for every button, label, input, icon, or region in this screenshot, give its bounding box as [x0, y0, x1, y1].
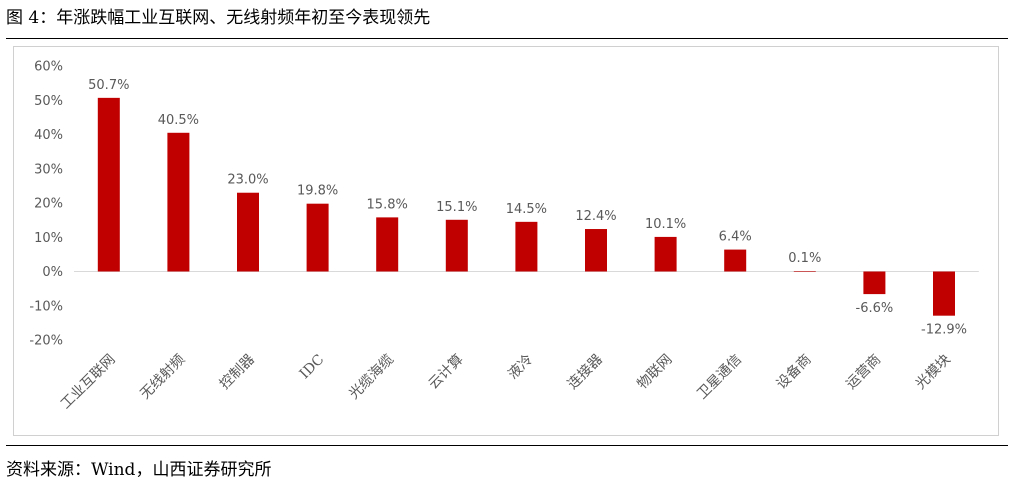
value-label: 40.5% — [158, 113, 199, 128]
bar-12 — [933, 271, 955, 316]
value-label: 10.1% — [645, 217, 686, 232]
y-tick-label: -20% — [29, 334, 63, 349]
value-label: 12.4% — [575, 209, 616, 224]
y-tick-label: 20% — [34, 197, 63, 212]
y-tick-label: 60% — [34, 60, 63, 75]
value-label: -12.9% — [921, 323, 967, 338]
bar-8 — [654, 236, 677, 272]
top-rule — [6, 38, 1008, 39]
category-label: 卫星通信 — [694, 352, 745, 403]
y-tick-label: 10% — [34, 231, 63, 246]
value-label: 15.1% — [436, 200, 477, 215]
bar-2 — [237, 192, 259, 272]
category-label: 光模块 — [913, 352, 954, 393]
value-label: 50.7% — [88, 78, 129, 93]
value-label: 15.8% — [367, 197, 408, 212]
category-label: 设备商 — [773, 351, 815, 393]
chart-frame — [13, 46, 999, 436]
bar-3 — [306, 203, 329, 272]
bottom-rule — [6, 445, 1008, 446]
value-label: 19.8% — [297, 184, 338, 199]
bar-9 — [724, 249, 747, 272]
category-label: 物联网 — [634, 352, 675, 393]
bar-5 — [445, 219, 468, 272]
value-label: 0.1% — [788, 251, 821, 266]
y-tick-label: 0% — [42, 265, 63, 280]
y-tick-label: 40% — [34, 128, 63, 143]
category-label: 液冷 — [505, 352, 536, 383]
bar-chart: 60% 50% 40% 30% 20% 10% 0% -10% -20% 50.7% 工业互联网 40… — [29, 60, 979, 413]
bar-10 — [793, 271, 816, 272]
value-label: 14.5% — [506, 202, 547, 217]
category-label: 运营商 — [843, 352, 884, 393]
bar-7 — [585, 229, 607, 272]
category-label: 工业互联网 — [58, 352, 119, 413]
category-label: 云计算 — [426, 352, 467, 393]
bar-1 — [167, 132, 190, 272]
category-label: 光缆海缆 — [346, 352, 397, 403]
bar-11 — [863, 271, 886, 295]
category-label: 连接器 — [564, 351, 606, 393]
category-label: 无线射频 — [137, 352, 188, 403]
bar-4 — [376, 217, 399, 272]
y-tick-label: -10% — [29, 299, 63, 314]
y-tick-label: 30% — [34, 162, 63, 177]
value-label: 23.0% — [227, 173, 268, 188]
figure-title: 图 4：年涨跌幅工业互联网、无线射频年初至今表现领先 — [6, 8, 431, 28]
bar-0 — [97, 97, 120, 272]
category-label: IDC — [297, 352, 328, 383]
value-label: 6.4% — [719, 230, 752, 245]
value-label: -6.6% — [856, 301, 894, 316]
category-label: 控制器 — [217, 352, 258, 393]
bar-6 — [515, 221, 538, 272]
source-note: 资料来源：Wind，山西证券研究所 — [6, 460, 272, 480]
y-tick-label: 50% — [34, 94, 63, 109]
